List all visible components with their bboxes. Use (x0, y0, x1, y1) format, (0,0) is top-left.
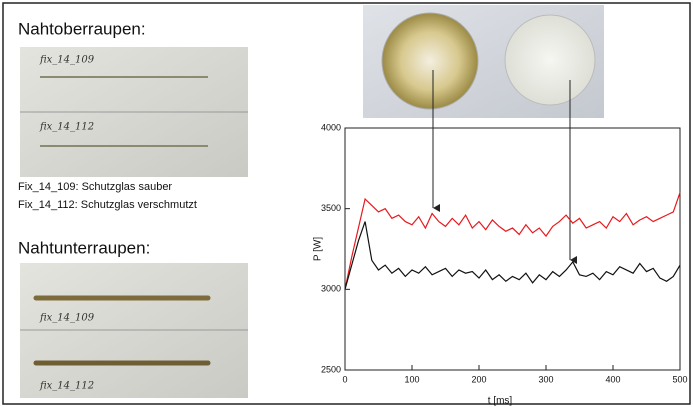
x-tick-label: 0 (342, 374, 347, 384)
x-tick-label: 500 (672, 374, 687, 384)
x-tick-label: 100 (404, 374, 419, 384)
data-line (344, 221, 681, 290)
data-line (344, 192, 681, 290)
top-heading: Nahtoberraupen: (18, 19, 146, 38)
y-tick-label: 4000 (321, 122, 341, 132)
y-tick-label: 3500 (321, 203, 341, 213)
x-tick-label: 300 (538, 374, 553, 384)
x-axis-label: t [ms] (488, 396, 513, 407)
clean-glass (504, 14, 596, 106)
plot-area (344, 127, 681, 371)
handwritten-label: fix_14_109 (39, 313, 95, 324)
caption: Fix_14_112: Schutzglas verschmutzt (18, 199, 197, 211)
handwritten-label: fix_14_112 (39, 381, 94, 392)
dirty-glass (381, 12, 479, 110)
y-tick-label: 2500 (321, 364, 341, 374)
handwritten-label: fix_14_112 (39, 122, 94, 133)
y-axis-label: P [W] (313, 237, 324, 261)
x-tick-label: 400 (605, 374, 620, 384)
handwritten-label: fix_14_109 (39, 55, 95, 66)
y-tick-label: 3000 (321, 284, 341, 294)
x-tick-label: 200 (471, 374, 486, 384)
caption: Fix_14_109: Schutzglas sauber (18, 181, 172, 193)
bottom-heading: Nahtunterraupen: (18, 238, 150, 257)
